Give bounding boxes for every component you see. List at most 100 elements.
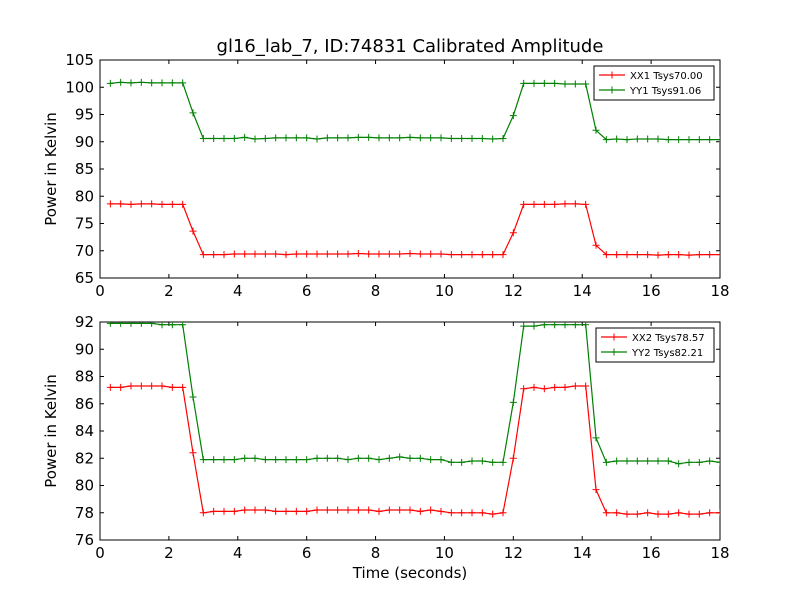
data-point [571,322,579,329]
data-point [447,509,455,517]
data-point [230,250,238,258]
data-point [406,506,414,514]
y-tick-label: 78 [75,504,94,522]
x-tick-label: 8 [371,544,381,562]
data-point [644,135,652,143]
data-point [499,509,507,517]
data-point [613,251,621,259]
data-point [478,509,486,517]
data-point [220,456,228,464]
data-point [623,136,631,144]
x-tick-label: 10 [435,544,454,562]
data-point [478,457,486,465]
data-point [613,509,621,517]
chart-title: gl16_lab_7, ID:74831 Calibrated Amplitud… [217,36,604,57]
y-tick-label: 90 [75,340,94,358]
data-point [520,322,528,330]
data-point [148,79,156,87]
y-tick-label: 100 [65,78,94,96]
data-point [561,80,569,88]
y-tick-label: 76 [75,531,94,549]
x-tick-label: 6 [302,282,312,300]
legend-marker [608,71,616,79]
y-tick-label: 84 [75,422,94,440]
data-point [458,251,466,259]
data-point [313,250,321,258]
data-point [447,134,455,142]
data-point [530,200,538,208]
data-point [582,80,590,88]
data-point [282,134,290,142]
plot-1: 0 2 4 6 8 10 12 14 16 18 65 70 75 80 85 90 95 100 105 Power… [42,51,730,300]
x-tick-label: 8 [371,282,381,300]
data-point [582,200,590,208]
data-point [375,456,383,464]
series-yy1 [106,78,720,144]
data-point [406,454,414,462]
data-point [685,251,693,259]
data-point [313,506,321,514]
data-point [148,322,156,327]
data-point [385,250,393,258]
data-point [416,454,424,462]
data-point [675,251,683,259]
data-point [520,79,528,87]
x-tick-label: 14 [573,544,592,562]
series-xx1 [106,200,720,259]
data-point [210,134,218,142]
data-point [396,453,404,461]
data-point [654,457,662,465]
y-tick-label: 88 [75,368,94,386]
data-point [261,456,269,464]
data-point [241,506,249,514]
data-point [179,79,187,87]
data-point [168,79,176,87]
y-tick-label: 75 [75,215,94,233]
x-axis-label: Time (seconds) [352,564,468,582]
data-point [179,383,187,391]
data-point [716,251,720,259]
data-point [292,456,300,464]
data-point [210,456,218,464]
data-point [633,135,641,143]
data-point [344,506,352,514]
data-point [623,457,631,465]
x-tick-label: 0 [95,544,105,562]
data-point [106,383,114,391]
data-point [427,506,435,514]
data-point [334,250,342,258]
y-tick-label: 86 [75,395,94,413]
data-point [251,506,259,514]
data-point [458,458,466,466]
data-point [644,251,652,259]
data-point [303,134,311,142]
data-point [127,322,135,327]
data-point [613,457,621,465]
data-point [509,454,517,462]
data-point [199,456,207,464]
data-point [344,250,352,258]
legend-marker [608,86,616,94]
data-point [685,510,693,518]
data-point [530,79,538,87]
data-point [251,135,259,143]
data-point [365,506,373,514]
data-point [427,250,435,258]
y-tick-label: 65 [75,269,94,287]
data-point [323,506,331,514]
data-point [437,134,445,142]
data-point [334,134,342,142]
data-point [189,393,197,401]
data-point [375,507,383,515]
data-point [179,322,187,329]
data-point [168,200,176,208]
data-point [385,454,393,462]
data-point [282,456,290,464]
data-point [551,383,559,391]
data-point [716,509,720,517]
data-point [137,322,145,327]
data-point [561,383,569,391]
data-point [664,510,672,518]
legend-marker [610,333,618,341]
data-point [406,249,414,257]
